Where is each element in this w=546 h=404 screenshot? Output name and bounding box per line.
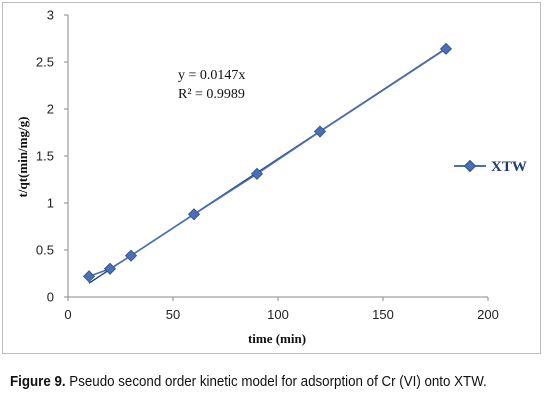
legend-marker: [463, 159, 477, 173]
data-point: [313, 125, 327, 138]
data-point: [124, 249, 138, 262]
trendline-equation: y = 0.0147x: [178, 68, 245, 83]
x-tick-label: 150: [372, 307, 394, 322]
y-tick-label: 3: [47, 8, 54, 23]
data-point: [103, 262, 117, 275]
legend: XTW: [454, 159, 527, 175]
legend-label: XTW: [491, 159, 527, 175]
y-axis-label: t/qt(min/mg/g): [15, 117, 30, 198]
y-tick-label: 2.5: [36, 55, 54, 70]
data-point: [250, 167, 264, 180]
y-tick-label: 0.5: [36, 243, 54, 258]
x-axis-label: time (min): [248, 331, 306, 346]
axes: [64, 14, 489, 301]
tick-labels: 0 50 100 150 200 0 0.5 1 1.5 2 2.5 3: [36, 8, 499, 323]
y-tick-label: 1.5: [36, 149, 54, 164]
trendline-r2: R² = 0.9989: [178, 87, 245, 102]
figure-caption: Figure 9. Pseudo second order kinetic mo…: [10, 374, 498, 390]
y-tick-label: 0: [47, 290, 54, 305]
caption-text: Pseudo second order kinetic model for ad…: [65, 374, 487, 390]
chart-frame: [2, 2, 541, 354]
x-tick-label: 50: [166, 307, 180, 322]
caption-label: Figure 9.: [10, 374, 66, 390]
trendline: [88, 47, 447, 284]
kinetic-chart: 0 50 100 150 200 0 0.5 1 1.5 2 2.5 3 y = 0.0147x R²…: [15, 8, 527, 347]
x-tick-label: 200: [477, 307, 499, 322]
x-tick-label: 0: [64, 307, 71, 322]
data-point: [187, 208, 201, 221]
data-points: [82, 42, 453, 283]
x-tick-label: 100: [267, 307, 289, 322]
data-point: [439, 42, 453, 55]
y-tick-label: 2: [47, 102, 54, 117]
y-tick-label: 1: [47, 196, 54, 211]
data-point: [82, 270, 96, 283]
